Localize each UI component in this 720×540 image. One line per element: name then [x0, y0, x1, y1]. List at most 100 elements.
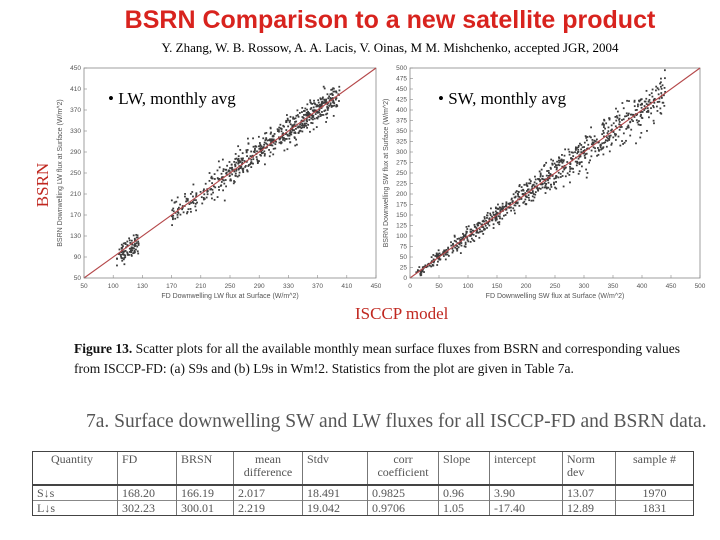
data-point — [128, 237, 131, 240]
data-point — [591, 141, 594, 144]
data-point — [613, 133, 616, 135]
data-point — [218, 166, 221, 169]
data-point — [124, 249, 127, 252]
data-point — [280, 127, 283, 130]
data-point — [538, 170, 541, 173]
cell-stdv: 19.042 — [302, 500, 368, 515]
data-point — [640, 106, 643, 109]
data-point — [541, 183, 544, 185]
data-point — [283, 139, 286, 142]
data-point — [483, 228, 486, 230]
cell-slope: 0.96 — [438, 484, 490, 501]
data-point — [497, 203, 499, 206]
data-point — [585, 176, 588, 179]
data-point — [225, 185, 227, 188]
data-point — [550, 183, 552, 186]
data-point — [486, 211, 489, 214]
data-point — [486, 227, 488, 229]
sw-panel-label: • SW, monthly avg — [438, 89, 567, 108]
data-point — [648, 94, 651, 96]
data-point — [289, 123, 292, 126]
data-point — [632, 114, 635, 117]
data-point — [615, 107, 617, 110]
data-point — [447, 254, 450, 257]
data-point — [421, 269, 424, 272]
data-point — [596, 154, 598, 157]
data-point — [555, 181, 557, 183]
data-point — [135, 242, 138, 245]
data-point — [528, 182, 530, 185]
data-point — [501, 217, 504, 220]
data-point — [330, 104, 333, 107]
data-point — [576, 152, 579, 155]
data-point — [645, 110, 648, 113]
data-point — [551, 163, 554, 166]
y-tick-label: 200 — [396, 191, 407, 198]
data-point — [334, 98, 337, 101]
data-point — [310, 121, 313, 124]
data-point — [463, 245, 466, 248]
data-point — [283, 137, 285, 140]
data-point — [196, 201, 198, 204]
data-point — [130, 248, 132, 250]
data-point — [310, 102, 313, 105]
data-point — [647, 100, 650, 103]
data-point — [660, 112, 663, 115]
data-point — [191, 191, 194, 193]
data-point — [246, 155, 248, 158]
data-point — [602, 126, 605, 128]
data-point — [185, 197, 188, 200]
data-point — [233, 160, 236, 163]
data-point — [602, 132, 605, 134]
cell-fd: 168.20 — [117, 484, 177, 501]
data-point — [331, 105, 334, 107]
data-point — [272, 153, 275, 156]
data-point — [488, 224, 491, 227]
data-point — [231, 168, 234, 171]
x-tick-label: 50 — [435, 283, 443, 290]
data-point — [639, 103, 642, 106]
data-point — [271, 139, 274, 142]
data-point — [447, 246, 450, 249]
data-point — [553, 183, 555, 186]
col-sample: sample # — [615, 452, 693, 486]
data-point — [253, 151, 256, 154]
data-point — [238, 174, 241, 177]
data-point — [212, 191, 214, 194]
data-point — [216, 196, 219, 198]
cell-intercept: 3.90 — [489, 484, 563, 501]
lw-x-axis-label: FD Downwelling LW flux at Surface (W/m^2… — [161, 293, 298, 300]
data-point — [611, 128, 613, 131]
data-point — [543, 182, 546, 184]
data-point — [569, 162, 572, 164]
data-point — [269, 138, 271, 141]
data-point — [472, 233, 475, 236]
y-tick-label: 450 — [396, 86, 407, 93]
data-point — [319, 115, 322, 117]
data-point — [179, 213, 182, 216]
data-point — [590, 155, 593, 158]
data-point — [136, 250, 139, 253]
y-tick-label: 90 — [74, 254, 82, 261]
data-point — [231, 173, 234, 176]
data-point — [664, 91, 667, 93]
data-point — [663, 104, 666, 107]
data-point — [268, 155, 271, 158]
data-point — [549, 174, 552, 177]
data-point — [292, 116, 295, 119]
data-point — [309, 113, 312, 116]
col-quantity: Quantity — [33, 452, 118, 486]
data-point — [576, 160, 579, 163]
data-point — [550, 186, 553, 188]
data-point — [559, 176, 562, 178]
data-point — [265, 131, 268, 134]
data-point — [288, 134, 291, 137]
data-point — [452, 242, 454, 245]
cell-sample: 1831 — [615, 500, 693, 515]
data-point — [555, 187, 558, 190]
data-point — [432, 258, 435, 261]
data-point — [306, 103, 309, 106]
data-point — [645, 103, 648, 105]
data-point — [663, 69, 666, 72]
data-point — [502, 207, 504, 210]
